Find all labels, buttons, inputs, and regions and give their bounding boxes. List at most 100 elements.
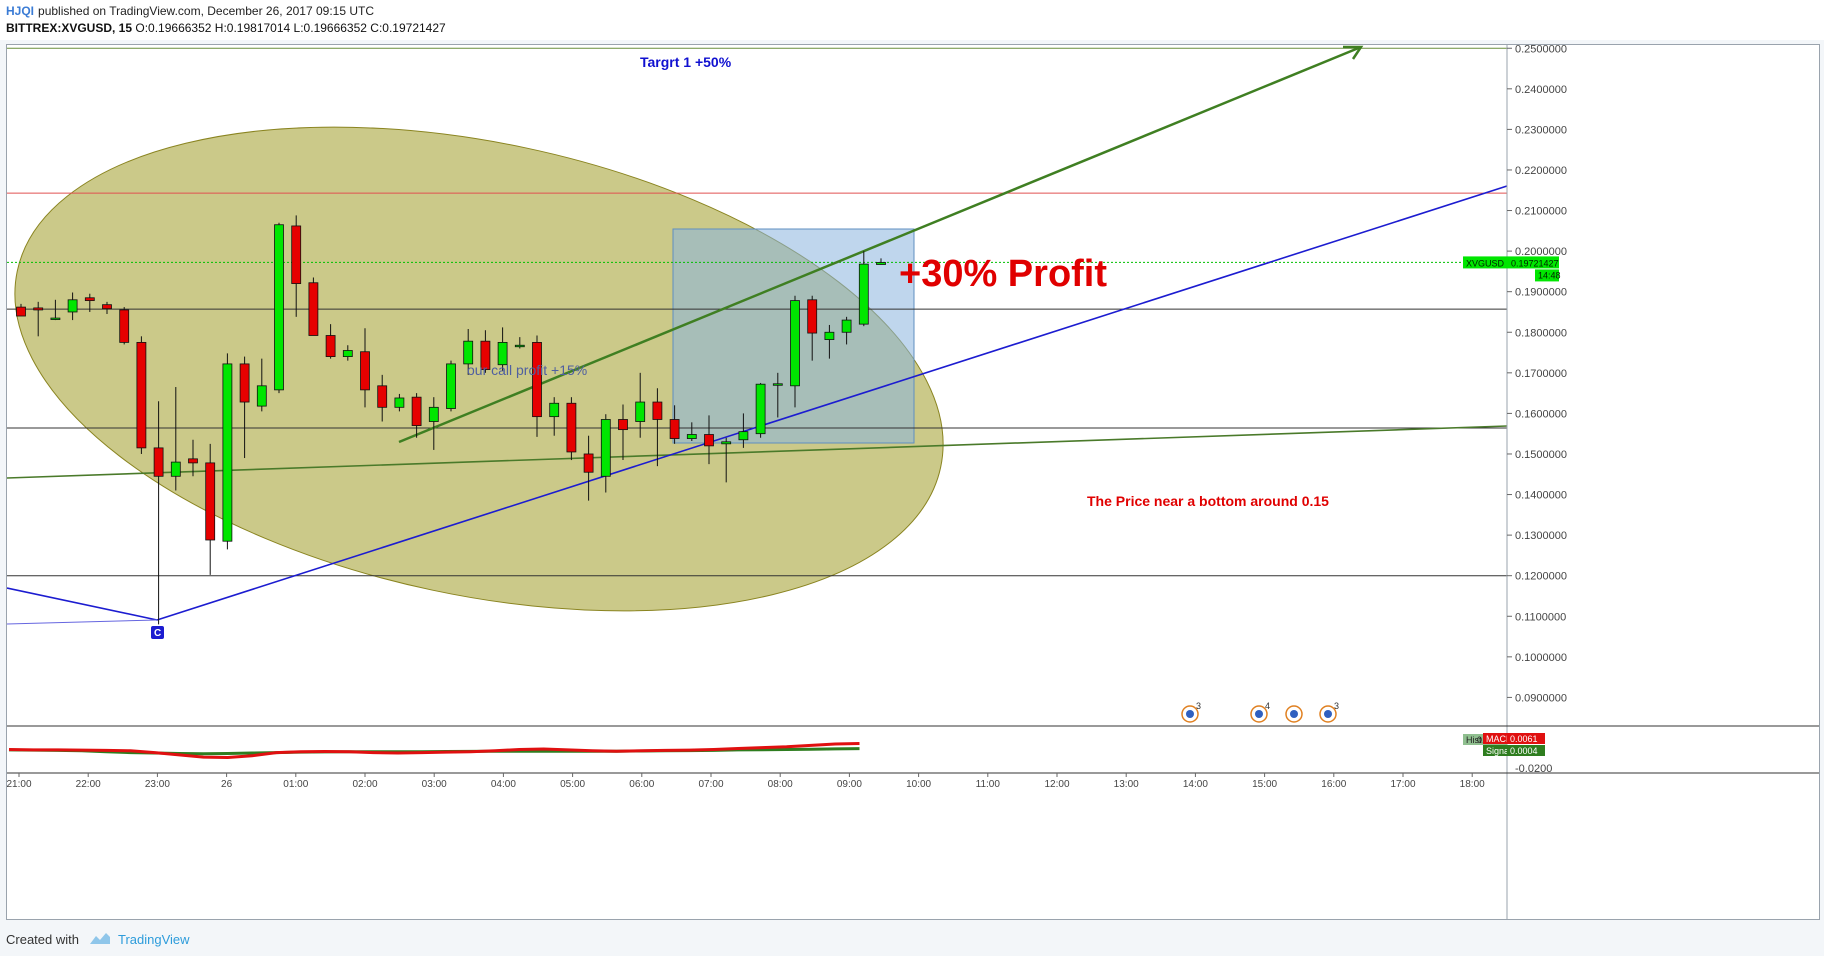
uptrend-line bbox=[156, 185, 1508, 621]
candle-body bbox=[497, 341, 508, 366]
bottom-note-annotation: The Price near a bottom around 0.15 bbox=[1087, 493, 1329, 509]
x-tick-label: 02:00 bbox=[352, 779, 377, 790]
candle-body bbox=[652, 401, 663, 420]
symbol-tag-bg bbox=[1463, 256, 1507, 269]
candle-body bbox=[16, 306, 26, 317]
x-tick-label: 17:00 bbox=[1390, 779, 1415, 790]
target-arrow-head bbox=[1343, 45, 1364, 60]
symbol-tag: XVGUSD bbox=[1466, 258, 1505, 268]
candlestick-chart[interactable]: 0.2500000 0.2400000 0.2300000 0.2200000 0.21… bbox=[7, 45, 1819, 919]
candle-body bbox=[377, 385, 388, 408]
candle-body bbox=[618, 419, 628, 431]
candles-layer bbox=[16, 215, 886, 625]
x-tick-label: 21:00 bbox=[7, 779, 32, 790]
chart-panel[interactable]: 0.2500000 0.2400000 0.2300000 0.2200000 0.21… bbox=[6, 44, 1820, 920]
x-tick-label: 13:00 bbox=[1114, 779, 1139, 790]
event-flag-icon-center bbox=[1324, 710, 1332, 718]
macd-line bbox=[8, 742, 860, 760]
author-name[interactable]: HJQI bbox=[6, 4, 35, 18]
y-tick-label: 0.1900000 bbox=[1515, 287, 1567, 299]
x-tick-label: 03:00 bbox=[422, 779, 447, 790]
event-badge-count: 4 bbox=[1265, 701, 1270, 711]
y-axis: 0.2500000 0.2400000 0.2300000 0.2200000 0.21… bbox=[1463, 45, 1567, 919]
candle-body bbox=[480, 340, 491, 370]
y-tick-label: 0.2300000 bbox=[1515, 124, 1567, 136]
signal-label: Signal bbox=[1486, 746, 1511, 756]
open-value: O:0.19666352 bbox=[135, 21, 212, 35]
candle-body bbox=[824, 331, 835, 340]
price-tag-bg bbox=[1507, 256, 1559, 269]
candle-body bbox=[394, 397, 405, 408]
call-profit-annotation: our call profit +15% bbox=[467, 362, 587, 378]
y-tick-label: 0.1600000 bbox=[1515, 408, 1567, 420]
x-tick-label: 01:00 bbox=[283, 779, 308, 790]
signal-value: 0.0004 bbox=[1510, 746, 1538, 756]
y-tick-label: 0.2400000 bbox=[1515, 84, 1567, 96]
current-price-value: 0.19721427 bbox=[1511, 258, 1559, 268]
y-tick-label: 0.1300000 bbox=[1515, 530, 1567, 542]
candle-body bbox=[33, 307, 44, 311]
candle-body bbox=[463, 340, 474, 365]
candle-body bbox=[256, 385, 267, 407]
candle-body bbox=[600, 419, 611, 477]
x-tick-label: 04:00 bbox=[491, 779, 516, 790]
y-tick-label: 0.1100000 bbox=[1515, 611, 1566, 623]
base-line bbox=[7, 619, 158, 625]
high-value: H:0.19817014 bbox=[214, 21, 291, 35]
y-tick-label: 0.2000000 bbox=[1515, 246, 1567, 258]
candle-body bbox=[876, 262, 886, 265]
candle-body bbox=[67, 299, 78, 313]
macd-label-bg bbox=[1483, 733, 1519, 744]
y-tick-label: 0.1700000 bbox=[1515, 368, 1567, 380]
candle-body bbox=[841, 319, 852, 333]
x-axis: 21:00 22:00 23:00 26 01:00 02:00 03:00 04:00 05:… bbox=[7, 773, 1485, 790]
x-tick-label: 14:00 bbox=[1183, 779, 1208, 790]
long-trend-line bbox=[7, 425, 1508, 479]
candle-body bbox=[119, 309, 130, 343]
low-value: L:0.19666352 bbox=[293, 21, 367, 35]
event-flag-icon-center bbox=[1290, 710, 1298, 718]
candle-body bbox=[102, 304, 112, 310]
x-tick-label: 09:00 bbox=[837, 779, 862, 790]
y-tick-label: 0.0900000 bbox=[1515, 692, 1567, 704]
candle-body bbox=[136, 341, 147, 449]
candle-body bbox=[686, 434, 697, 439]
macd-label: MACD bbox=[1486, 734, 1513, 744]
x-tick-label: 12:00 bbox=[1044, 779, 1069, 790]
countdown-bg bbox=[1535, 269, 1559, 282]
candle-body bbox=[428, 406, 439, 422]
candle-body bbox=[669, 419, 680, 439]
marker-c-bg bbox=[151, 626, 164, 639]
candle-body bbox=[721, 441, 732, 445]
candle-body bbox=[50, 317, 61, 320]
candle-body bbox=[446, 363, 456, 409]
candle-body bbox=[549, 402, 560, 418]
candle-body bbox=[274, 224, 284, 391]
candle-body bbox=[153, 447, 164, 477]
x-tick-label: 18:00 bbox=[1460, 779, 1485, 790]
footer: Created with TradingView bbox=[0, 920, 1824, 956]
y-tick-label: 0.2100000 bbox=[1515, 206, 1567, 218]
x-tick-label: 26 bbox=[221, 779, 233, 790]
target-arrow-line bbox=[398, 45, 1362, 444]
candle-body bbox=[514, 344, 525, 348]
down-leg-line bbox=[7, 587, 158, 621]
chart-header: HJQI published on TradingView.com, Decemb… bbox=[0, 0, 1824, 40]
candle-body bbox=[411, 396, 422, 426]
signal-value-bg bbox=[1507, 745, 1545, 756]
x-tick-label: 08:00 bbox=[768, 779, 793, 790]
candle-body bbox=[84, 297, 95, 302]
candle-body bbox=[222, 363, 233, 542]
tradingview-link[interactable]: TradingView bbox=[118, 932, 190, 947]
marker-c-label: C bbox=[154, 628, 161, 639]
x-tick-label: 22:00 bbox=[76, 779, 101, 790]
macd-value: 0.0061 bbox=[1510, 734, 1538, 744]
y-tick-label: 0.1000000 bbox=[1515, 652, 1567, 664]
candle-body bbox=[635, 401, 646, 422]
candle-body bbox=[790, 300, 800, 387]
target-annotation: Targrt 1 +50% bbox=[640, 54, 732, 70]
candle-body bbox=[342, 350, 353, 357]
candle-body bbox=[738, 431, 749, 441]
candle-body bbox=[772, 383, 783, 386]
x-tick-label: 10:00 bbox=[906, 779, 931, 790]
